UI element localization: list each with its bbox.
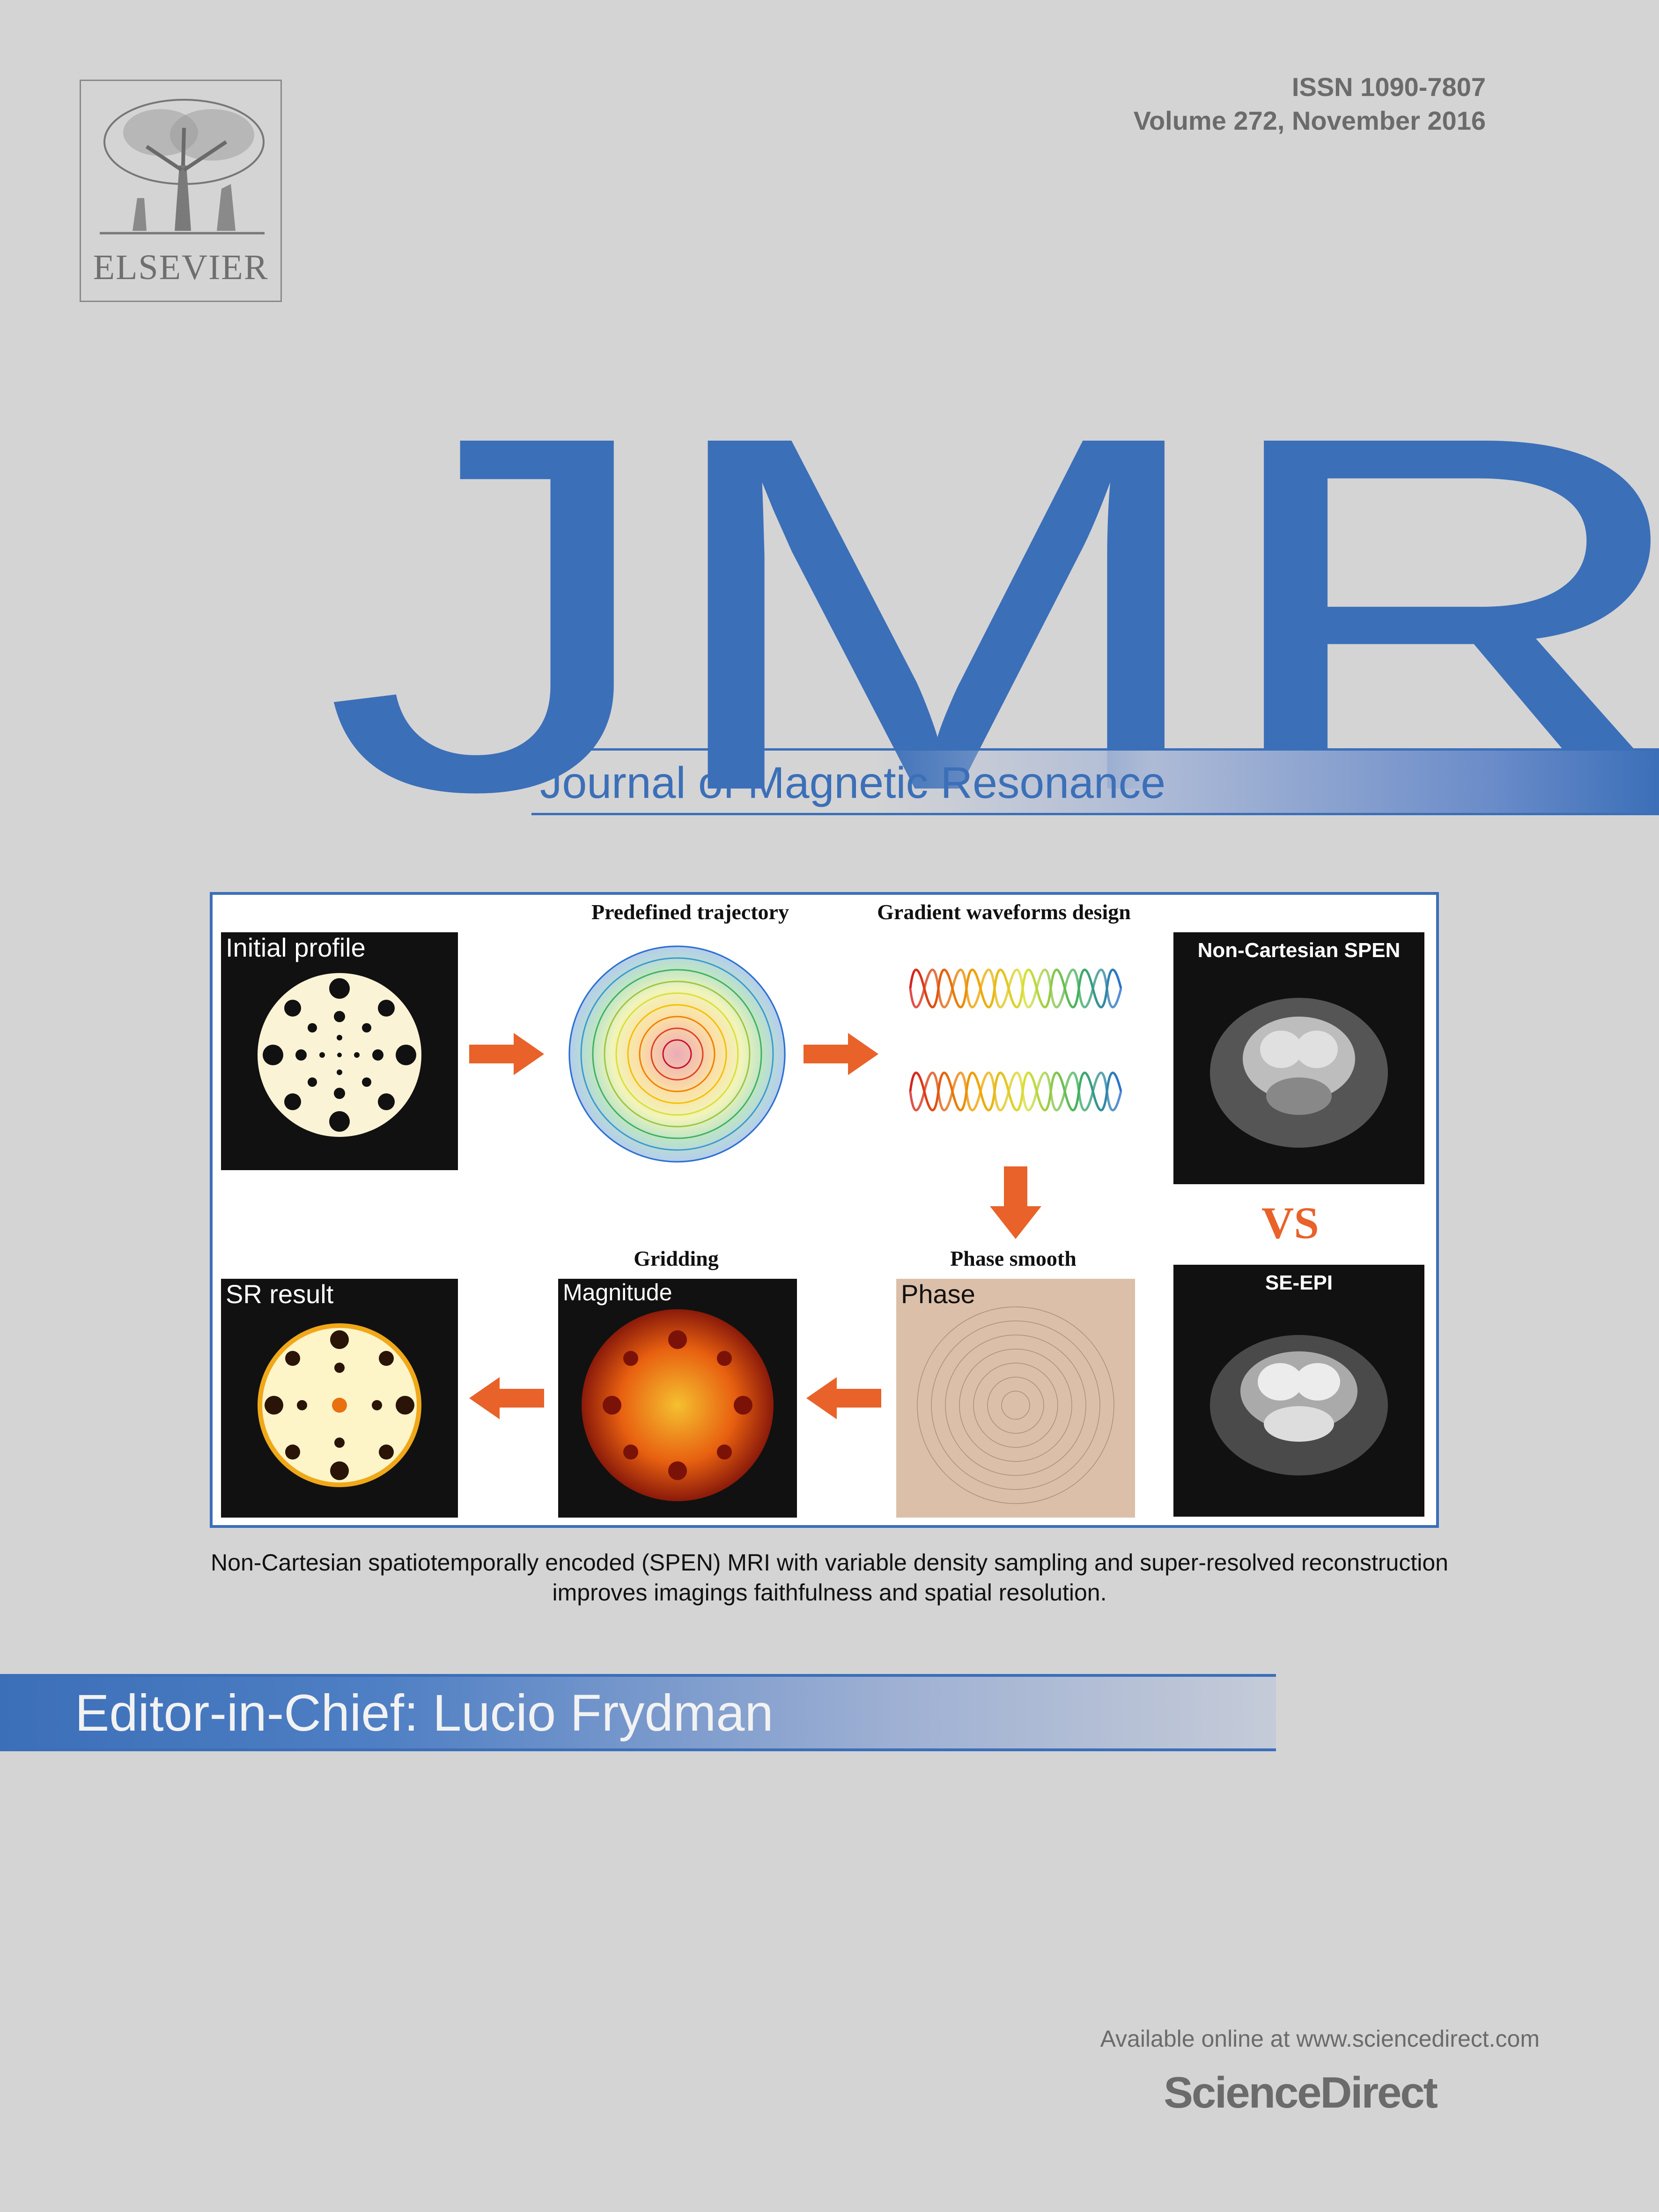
gridding-title: Gridding [634, 1246, 719, 1270]
arrow-left-icon [806, 1377, 881, 1419]
sr-result-panel: SR result [221, 1279, 458, 1518]
magnitude-panel: Magnitude [558, 1279, 797, 1518]
figure-caption: Non-Cartesian spatiotemporally encoded (… [140, 1548, 1519, 1607]
arrow-right-icon [469, 1033, 544, 1075]
panel-label: Magnitude [563, 1279, 672, 1305]
arrow-left-icon [469, 1377, 544, 1419]
journal-title-band: Journal of Magnetic Resonance [531, 748, 1659, 815]
caption-line: improves imagings faithfulness and spati… [552, 1579, 1107, 1606]
mri-brain-image [1210, 998, 1388, 1148]
arrow-down-icon [990, 1166, 1041, 1239]
spen-image-panel: Non-Cartesian SPEN [1173, 932, 1424, 1184]
elsevier-logo: ELSEVIER [80, 80, 282, 302]
initial-profile-panel: Initial profile [221, 932, 458, 1170]
issue-info: ISSN 1090-7807 Volume 272, November 2016 [1134, 70, 1486, 138]
trajectory-title: Predefined trajectory [591, 900, 789, 924]
editor-band: Editor-in-Chief: Lucio Frydman [0, 1674, 1276, 1751]
issn: ISSN 1090-7807 [1291, 72, 1486, 102]
spiral-trajectory [568, 945, 786, 1163]
phase-smooth-title: Phase smooth [950, 1246, 1077, 1270]
panel-label: Non-Cartesian SPEN [1197, 939, 1401, 962]
editor-in-chief: Editor-in-Chief: Lucio Frydman [75, 1684, 774, 1742]
tree-icon [90, 90, 274, 245]
caption-line: Non-Cartesian spatiotemporally encoded (… [211, 1549, 1448, 1576]
panel-label: Phase [901, 1279, 975, 1309]
sciencedirect-logo: ScienceDirect [1164, 2068, 1438, 2117]
magnitude-image [582, 1309, 774, 1501]
mri-brain-image [1210, 1335, 1388, 1475]
gradient-title: Gradient waveforms design [877, 900, 1131, 924]
phase-image [917, 1306, 1114, 1504]
publisher-name: ELSEVIER [93, 248, 269, 287]
se-epi-image-panel: SE-EPI [1173, 1265, 1424, 1517]
sr-result-image [258, 1323, 421, 1487]
panel-label: SR result [226, 1279, 334, 1309]
gradient-waveforms [909, 968, 1122, 1112]
phase-panel: Phase [896, 1279, 1135, 1518]
panel-label: SE-EPI [1265, 1271, 1333, 1294]
panel-label: Initial profile [226, 933, 366, 962]
journal-name: Journal of Magnetic Resonance [540, 758, 1166, 808]
phantom-image [258, 973, 421, 1137]
arrow-right-icon [804, 1033, 878, 1075]
volume: Volume 272, November 2016 [1133, 106, 1486, 135]
vs-label: VS [1261, 1198, 1319, 1248]
available-online: Available online at www.sciencedirect.co… [1100, 2026, 1540, 2052]
cover-figure: Initial profile Predefined trajectory [210, 892, 1439, 1528]
